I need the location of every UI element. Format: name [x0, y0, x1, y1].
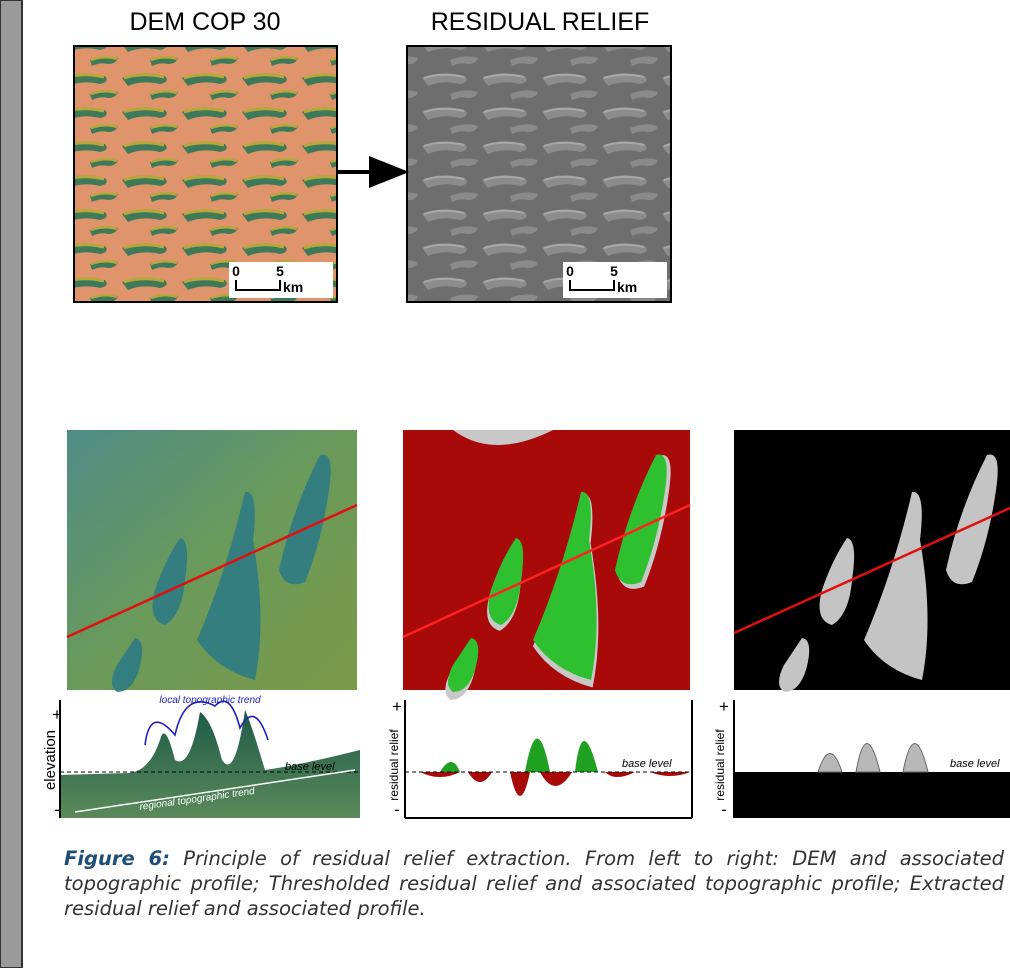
- axis-sign: +: [52, 705, 62, 724]
- scale-bar: 0 5 km: [563, 262, 667, 298]
- axis-label: residual relief: [713, 729, 727, 801]
- axis-label: elevation: [42, 730, 59, 790]
- caption-text: Principle of residual relief extraction.…: [64, 847, 1004, 920]
- axis-label: residual relief: [387, 729, 401, 801]
- scale-unit: km: [617, 279, 637, 295]
- axis-sign: +: [392, 697, 402, 716]
- figure: DEM COP 30 RESIDUAL RELIEF 0 5 km 0 5 km: [0, 0, 1010, 968]
- scale-label: 5: [610, 263, 618, 279]
- annotation: base level: [950, 758, 1000, 770]
- profile: base level residual relief + -: [713, 697, 1010, 819]
- scale-bar: 0 5 km: [229, 262, 333, 298]
- axis-sign: +: [719, 697, 729, 716]
- caption: Figure 6: Principle of residual relief e…: [64, 846, 1004, 921]
- axis-sign: -: [721, 800, 727, 819]
- profile: local topographic trend base level regio…: [42, 695, 360, 819]
- dem-detail: [67, 430, 357, 692]
- annotation: base level: [285, 761, 335, 773]
- axis-sign: -: [394, 800, 400, 819]
- scale-label: 0: [566, 263, 574, 279]
- caption-label: Figure 6:: [64, 847, 170, 870]
- annotation: base level: [622, 758, 672, 770]
- profile: base level residual relief + -: [387, 697, 692, 819]
- page: DEM COP 30 RESIDUAL RELIEF 0 5 km 0 5 km: [0, 0, 1010, 968]
- axis-sign: -: [54, 800, 60, 819]
- scale-unit: km: [283, 279, 303, 295]
- extracted-detail: [734, 430, 1010, 692]
- threshold-detail: [403, 430, 690, 700]
- side-bar: [0, 0, 22, 968]
- panel-title: RESIDUAL RELIEF: [431, 8, 650, 36]
- annotation: local topographic trend: [159, 695, 261, 706]
- scale-label: 5: [276, 263, 284, 279]
- scale-label: 0: [232, 263, 240, 279]
- panel-title: DEM COP 30: [130, 8, 281, 36]
